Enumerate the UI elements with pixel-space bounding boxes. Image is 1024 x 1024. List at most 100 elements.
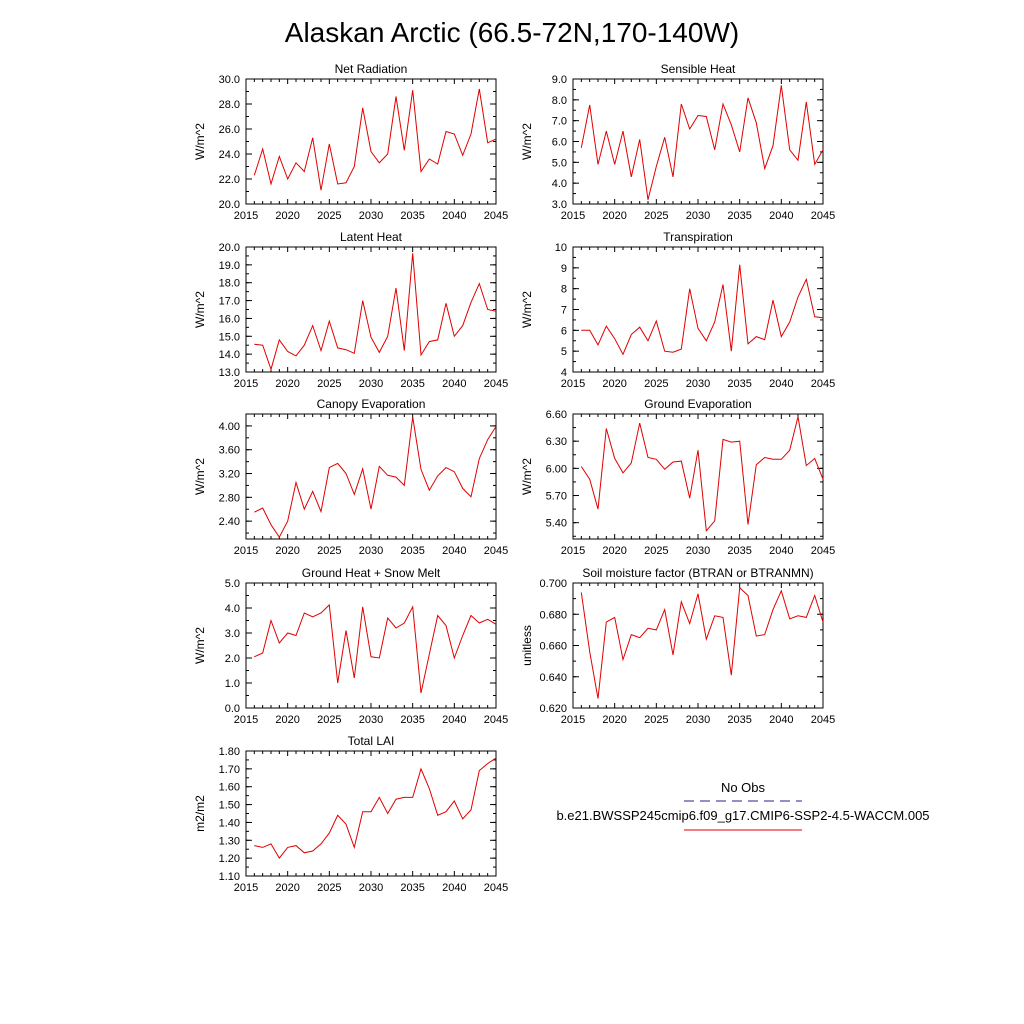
y-tick-label: 0.640: [539, 672, 567, 684]
y-tick-label: 8.0: [552, 95, 567, 107]
y-tick-label: 24.0: [219, 149, 240, 161]
legend: No Obs b.e21.BWSSP245cmip6.f09_g17.CMIP6…: [556, 780, 930, 831]
x-tick-label: 2030: [359, 714, 383, 726]
x-tick-label: 2040: [769, 378, 793, 390]
x-tick-label: 2025: [644, 210, 668, 222]
x-tick-label: 2035: [727, 545, 751, 557]
panel-title: Transpiration: [663, 230, 733, 244]
x-tick-label: 2030: [686, 714, 710, 726]
y-axis-label: W/m^2: [520, 291, 534, 328]
y-tick-label: 28.0: [219, 99, 240, 111]
chart-panel: Soil moisture factor (BTRAN or BTRANMN) 2…: [520, 566, 835, 726]
x-tick-label: 2030: [359, 210, 383, 222]
x-tick-label: 2025: [317, 882, 341, 894]
y-tick-label: 4.0: [552, 178, 567, 190]
x-tick-label: 2045: [484, 210, 508, 222]
plot-frame: [572, 78, 824, 205]
panel-title: Latent Heat: [340, 230, 403, 244]
y-tick-label: 6.30: [546, 436, 567, 448]
x-tick-label: 2025: [644, 714, 668, 726]
x-tick-label: 2035: [727, 378, 751, 390]
x-tick-label: 2040: [442, 882, 466, 894]
y-tick-label: 5.40: [546, 518, 567, 530]
plot-frame: [572, 246, 824, 373]
x-tick-label: 2045: [811, 714, 835, 726]
x-tick-label: 2040: [769, 714, 793, 726]
y-axis-label: m2/m2: [193, 795, 207, 832]
plot-frame: [245, 78, 497, 205]
x-tick-label: 2035: [727, 210, 751, 222]
y-tick-label: 4.00: [219, 421, 240, 433]
y-tick-label: 0.700: [539, 578, 567, 590]
chart-panel: Sensible Heat 2015 2020 2025 2030 2035 2040 204…: [520, 62, 835, 222]
x-tick-label: 2015: [234, 210, 258, 222]
series-line: [254, 603, 497, 694]
y-axis-label: W/m^2: [193, 123, 207, 160]
x-tick-label: 2020: [602, 210, 626, 222]
x-tick-label: 2030: [686, 210, 710, 222]
y-tick-label: 0.680: [539, 609, 567, 621]
x-tick-label: 2015: [561, 545, 585, 557]
y-axis-label: unitless: [520, 625, 534, 666]
x-tick-label: 2025: [644, 545, 668, 557]
y-tick-label: 13.0: [219, 367, 240, 379]
y-tick-label: 1.40: [219, 817, 240, 829]
series-line: [254, 416, 497, 539]
y-axis-label: W/m^2: [520, 458, 534, 495]
y-axis-label: W/m^2: [520, 123, 534, 160]
x-tick-label: 2020: [275, 378, 299, 390]
chart-panel: Latent Heat 2015 2020 2025 2030 2035 2040 2045 1…: [193, 230, 508, 390]
x-tick-label: 2020: [275, 545, 299, 557]
x-tick-label: 2030: [359, 882, 383, 894]
plot-frame: [572, 413, 824, 540]
x-tick-label: 2015: [234, 378, 258, 390]
y-tick-label: 4.0: [225, 603, 240, 615]
x-tick-label: 2045: [811, 378, 835, 390]
panel-title: Canopy Evaporation: [317, 397, 426, 411]
y-axis-label: W/m^2: [193, 627, 207, 664]
y-tick-label: 10: [555, 242, 567, 254]
chart-panel: Ground Heat + Snow Melt 2015 2020 2025 2030 2…: [193, 566, 508, 726]
x-tick-label: 2040: [442, 545, 466, 557]
x-tick-label: 2035: [400, 545, 424, 557]
y-tick-label: 4: [561, 367, 567, 379]
x-tick-label: 2015: [561, 210, 585, 222]
plot-frame: [572, 582, 824, 709]
x-tick-label: 2030: [359, 378, 383, 390]
x-tick-label: 2025: [317, 714, 341, 726]
chart-panel: Ground Evaporation 2015 2020 2025 2030 2035 20…: [520, 397, 835, 557]
x-tick-label: 2030: [686, 378, 710, 390]
y-tick-label: 1.30: [219, 835, 240, 847]
panels: Net Radiation 2015 2020 2025 2030 2035 2040 204…: [193, 62, 835, 894]
series-line: [254, 253, 497, 371]
x-tick-label: 2035: [400, 714, 424, 726]
model-legend-label: b.e21.BWSSP245cmip6.f09_g17.CMIP6-SSP2-4…: [556, 808, 929, 823]
y-tick-label: 5.70: [546, 491, 567, 503]
x-tick-label: 2025: [317, 378, 341, 390]
y-tick-label: 6.0: [552, 137, 567, 149]
y-tick-label: 2.40: [219, 516, 240, 528]
y-tick-label: 0.620: [539, 703, 567, 715]
y-tick-label: 6.00: [546, 463, 567, 475]
y-tick-label: 20.0: [219, 242, 240, 254]
x-tick-label: 2015: [234, 882, 258, 894]
y-tick-label: 26.0: [219, 124, 240, 136]
y-tick-label: 9.0: [552, 74, 567, 86]
x-tick-label: 2035: [727, 714, 751, 726]
x-tick-label: 2045: [484, 882, 508, 894]
series-line: [253, 88, 497, 191]
y-tick-label: 22.0: [219, 174, 240, 186]
y-tick-label: 16.0: [219, 313, 240, 325]
series-line: [580, 85, 824, 200]
x-tick-label: 2045: [484, 714, 508, 726]
y-axis-label: W/m^2: [193, 291, 207, 328]
panel-title: Ground Evaporation: [644, 397, 751, 411]
y-tick-label: 1.10: [219, 871, 240, 883]
y-axis-label: W/m^2: [193, 458, 207, 495]
plot-frame: [245, 413, 497, 540]
chart-panel: Net Radiation 2015 2020 2025 2030 2035 2040 204…: [193, 62, 508, 222]
y-tick-label: 2.80: [219, 492, 240, 504]
x-tick-label: 2015: [561, 714, 585, 726]
x-tick-label: 2040: [769, 210, 793, 222]
y-tick-label: 5: [561, 346, 567, 358]
